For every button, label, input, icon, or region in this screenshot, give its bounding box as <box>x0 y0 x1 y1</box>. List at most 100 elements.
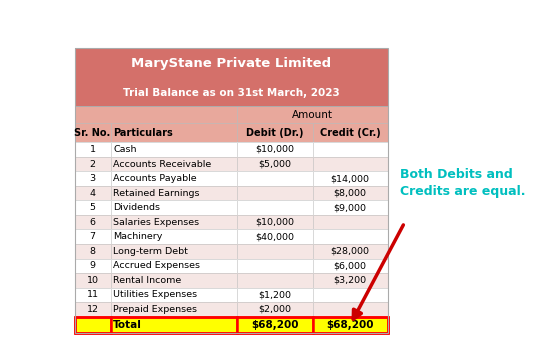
Bar <box>312 229 388 244</box>
Text: Rental Income: Rental Income <box>113 276 181 285</box>
Text: $2,000: $2,000 <box>258 305 292 314</box>
Text: Total: Total <box>113 320 142 330</box>
Bar <box>75 123 111 142</box>
Bar <box>312 200 388 215</box>
Bar <box>238 215 312 229</box>
Bar <box>75 287 111 302</box>
Text: $10,000: $10,000 <box>256 218 294 227</box>
Bar <box>312 273 388 287</box>
Bar <box>312 258 388 273</box>
Bar <box>238 157 312 171</box>
Text: Credit (Cr.): Credit (Cr.) <box>320 128 381 138</box>
Text: Prepaid Expenses: Prepaid Expenses <box>113 305 197 314</box>
Bar <box>75 215 111 229</box>
Bar <box>75 142 111 157</box>
Bar <box>111 317 238 333</box>
Text: Sr. No.: Sr. No. <box>74 128 111 138</box>
Bar <box>75 186 111 200</box>
Text: Both Debits and
Credits are equal.: Both Debits and Credits are equal. <box>400 168 526 198</box>
Bar <box>312 244 388 258</box>
Bar <box>111 186 238 200</box>
Text: $1,200: $1,200 <box>258 290 292 299</box>
Bar <box>75 200 111 215</box>
Bar <box>312 142 388 157</box>
Text: 10: 10 <box>87 276 99 285</box>
Bar <box>111 258 238 273</box>
Bar <box>111 186 238 200</box>
Bar <box>75 244 111 258</box>
Text: MaryStane Private Limited: MaryStane Private Limited <box>131 57 331 70</box>
Bar <box>75 200 111 215</box>
Text: $10,000: $10,000 <box>256 145 294 154</box>
Text: Trial Balance as on 31st March, 2023: Trial Balance as on 31st March, 2023 <box>123 88 340 98</box>
Bar <box>238 317 312 333</box>
Bar <box>238 273 312 287</box>
Bar <box>312 302 388 317</box>
Bar <box>75 171 111 186</box>
Bar <box>111 302 238 317</box>
Text: $14,000: $14,000 <box>331 174 370 183</box>
Bar <box>75 123 111 142</box>
Bar <box>75 258 111 273</box>
Text: $68,200: $68,200 <box>251 320 299 330</box>
Text: Accounts Receivable: Accounts Receivable <box>113 159 211 168</box>
Bar <box>111 142 238 157</box>
Bar <box>312 273 388 287</box>
Bar <box>75 106 238 123</box>
Text: 6: 6 <box>90 218 96 227</box>
Bar <box>111 123 238 142</box>
Bar <box>75 317 111 333</box>
Text: Machinery: Machinery <box>113 232 163 241</box>
Bar <box>238 229 312 244</box>
Bar <box>312 287 388 302</box>
Bar <box>238 229 312 244</box>
Bar <box>111 229 238 244</box>
Bar <box>75 215 111 229</box>
Text: Retained Earnings: Retained Earnings <box>113 189 200 197</box>
Text: $28,000: $28,000 <box>331 247 370 256</box>
Bar <box>111 244 238 258</box>
Bar <box>312 142 388 157</box>
Bar <box>111 200 238 215</box>
Bar <box>312 186 388 200</box>
Bar <box>312 302 388 317</box>
Bar <box>111 244 238 258</box>
Text: Dividends: Dividends <box>113 203 160 212</box>
Bar <box>111 157 238 171</box>
Text: Particulars: Particulars <box>113 128 173 138</box>
Bar <box>75 302 111 317</box>
Bar <box>238 287 312 302</box>
Text: $3,200: $3,200 <box>334 276 367 285</box>
Bar <box>111 171 238 186</box>
Bar <box>312 123 388 142</box>
Bar <box>238 157 312 171</box>
Bar <box>238 123 312 142</box>
Bar <box>312 317 388 333</box>
Text: $8,000: $8,000 <box>334 189 367 197</box>
Bar <box>238 215 312 229</box>
Bar <box>238 258 312 273</box>
Bar <box>312 157 388 171</box>
Bar <box>111 302 238 317</box>
Bar <box>312 258 388 273</box>
Bar <box>75 229 111 244</box>
Text: 12: 12 <box>87 305 99 314</box>
Bar <box>238 302 312 317</box>
Bar <box>111 215 238 229</box>
Bar <box>75 302 111 317</box>
Bar <box>312 287 388 302</box>
Bar <box>75 106 238 123</box>
Bar <box>238 244 312 258</box>
Bar <box>75 157 111 171</box>
Bar <box>75 142 111 157</box>
Text: 11: 11 <box>87 290 99 299</box>
Bar <box>75 48 388 333</box>
Bar <box>111 273 238 287</box>
Text: Salaries Expenses: Salaries Expenses <box>113 218 199 227</box>
Bar <box>312 200 388 215</box>
Bar <box>111 200 238 215</box>
Text: Utilities Expenses: Utilities Expenses <box>113 290 197 299</box>
Bar <box>75 229 111 244</box>
Bar <box>75 244 111 258</box>
Bar <box>75 171 111 186</box>
